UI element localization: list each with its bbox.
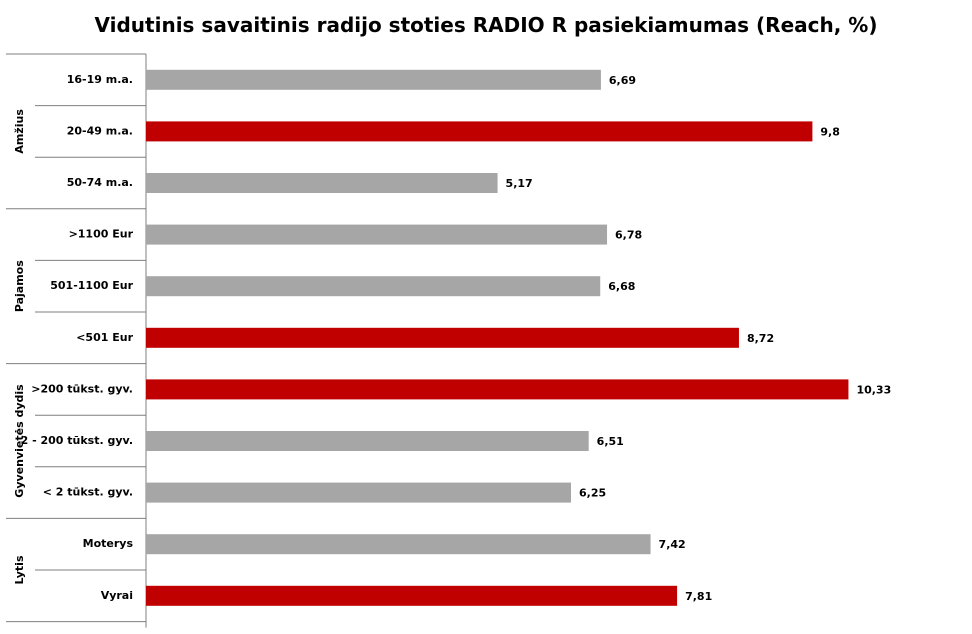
bar	[146, 276, 601, 297]
data-label: 6,78	[615, 229, 642, 242]
category-label: 2 - 200 tūkst. gyv.	[21, 434, 133, 447]
bar	[146, 431, 589, 451]
category-axis: Amžius Pajamos Gyvenvietės dydis Lytis 16-19…	[6, 53, 147, 628]
group-label: Gyvenvietės dydis	[13, 384, 26, 498]
category-label: >200 tūkst. gyv.	[31, 382, 133, 395]
category-label: < 2 tūkst. gyv.	[43, 486, 133, 499]
category-label: 16-19 m.a.	[67, 73, 133, 86]
data-label: 10,33	[856, 383, 891, 396]
bar	[146, 327, 739, 348]
group-label: Amžius	[13, 109, 26, 154]
category-label: >1100 Eur	[69, 228, 134, 241]
bar	[146, 224, 608, 245]
data-label: 8,72	[747, 332, 774, 345]
category-label: <501 Eur	[76, 331, 133, 344]
data-label: 5,17	[506, 177, 533, 190]
bar	[146, 482, 571, 503]
category-label: Vyrai	[101, 589, 133, 602]
group-label: Pajamos	[13, 260, 26, 312]
bar	[146, 379, 849, 400]
bar	[146, 534, 651, 555]
chart-title: Vidutinis savaitinis radijo stoties RADI…	[95, 13, 878, 37]
data-label: 6,69	[609, 74, 636, 87]
category-label: 20-49 m.a.	[67, 124, 133, 137]
bar	[146, 585, 678, 606]
category-label: 501-1100 Eur	[50, 279, 133, 292]
data-label: 7,42	[659, 538, 686, 551]
bars: 6,69 9,8 5,17 6,78 6,68 8,72 10,33 6,51 6,25 7,42…	[146, 69, 891, 606]
group-label: Lytis	[13, 555, 26, 584]
data-label: 7,81	[685, 590, 712, 603]
data-label: 6,25	[579, 487, 606, 500]
data-label: 6,68	[608, 280, 635, 293]
bar	[146, 173, 498, 193]
data-label: 9,8	[820, 125, 840, 138]
category-label: Moterys	[83, 537, 134, 550]
bar	[146, 121, 813, 142]
data-label: 6,51	[597, 435, 624, 448]
bar	[146, 69, 601, 90]
category-label: 50-74 m.a.	[67, 176, 133, 189]
